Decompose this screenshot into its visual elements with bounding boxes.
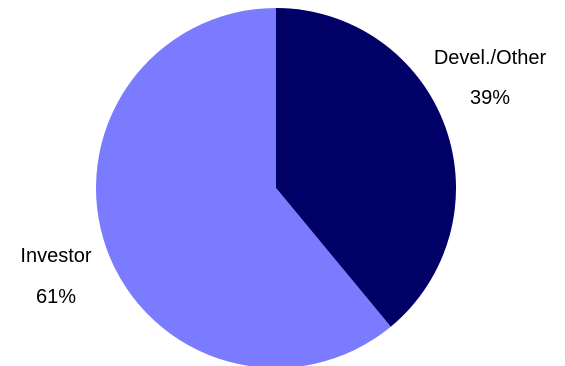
pie-slices: [96, 8, 457, 366]
slice-value-label-devel-other: 39%: [470, 87, 510, 109]
slice-label-devel-other: Devel./Other: [434, 47, 547, 69]
slice-label-investor: Investor: [20, 245, 91, 267]
pie-slice-devel-other: [276, 8, 457, 327]
pie-slice-investor: [96, 8, 391, 366]
slice-value-label-investor: 61%: [36, 286, 76, 308]
